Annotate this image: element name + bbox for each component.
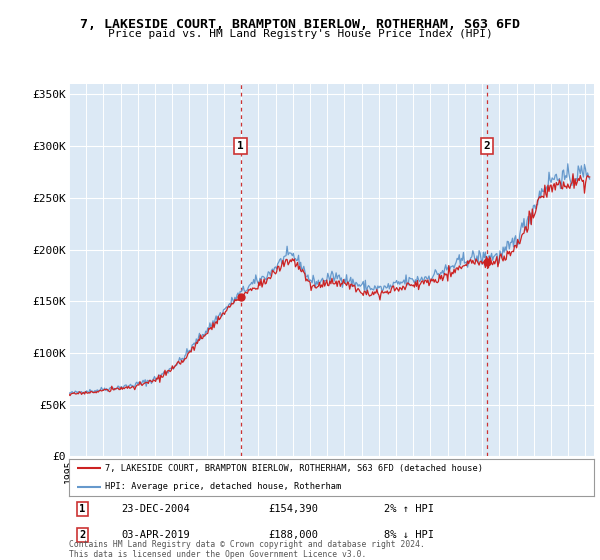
Text: 8% ↓ HPI: 8% ↓ HPI [384, 530, 434, 540]
Text: 7, LAKESIDE COURT, BRAMPTON BIERLOW, ROTHERHAM, S63 6FD (detached house): 7, LAKESIDE COURT, BRAMPTON BIERLOW, ROT… [105, 464, 482, 473]
Text: Price paid vs. HM Land Registry's House Price Index (HPI): Price paid vs. HM Land Registry's House … [107, 29, 493, 39]
Text: £154,390: £154,390 [269, 504, 319, 514]
Text: 2: 2 [484, 141, 490, 151]
Text: 2% ↑ HPI: 2% ↑ HPI [384, 504, 434, 514]
Text: £188,000: £188,000 [269, 530, 319, 540]
Text: HPI: Average price, detached house, Rotherham: HPI: Average price, detached house, Roth… [105, 482, 341, 491]
Text: 7, LAKESIDE COURT, BRAMPTON BIERLOW, ROTHERHAM, S63 6FD: 7, LAKESIDE COURT, BRAMPTON BIERLOW, ROT… [80, 18, 520, 31]
Text: 2: 2 [79, 530, 86, 540]
Text: 1: 1 [237, 141, 244, 151]
Text: 1: 1 [79, 504, 86, 514]
Text: 23-DEC-2004: 23-DEC-2004 [121, 504, 190, 514]
Text: Contains HM Land Registry data © Crown copyright and database right 2024.
This d: Contains HM Land Registry data © Crown c… [69, 540, 425, 559]
Text: 03-APR-2019: 03-APR-2019 [121, 530, 190, 540]
